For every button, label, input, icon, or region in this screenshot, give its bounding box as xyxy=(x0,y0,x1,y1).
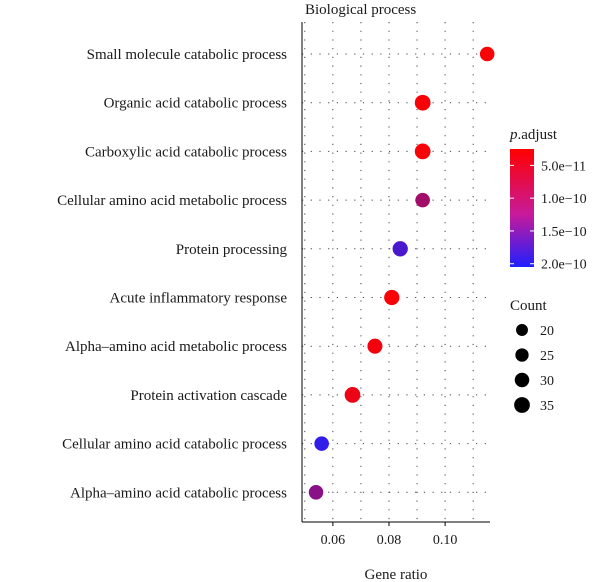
color-legend-label: 5.0e−11 xyxy=(541,159,586,174)
category-label: Alpha–amino acid catabolic process xyxy=(70,485,287,501)
size-legend: Count 20 25 30 35 xyxy=(510,298,554,414)
color-legend-bar xyxy=(510,149,534,267)
size-legend-label: 35 xyxy=(540,399,554,414)
data-point xyxy=(308,485,324,500)
data-point xyxy=(384,289,400,306)
x-axis-title: Gene ratio xyxy=(365,567,428,582)
category-label: Protein processing xyxy=(176,242,288,258)
size-legend-title: Count xyxy=(510,298,548,314)
color-legend-title: p.adjust xyxy=(509,127,558,143)
data-point xyxy=(344,387,361,403)
data-point xyxy=(414,143,431,160)
category-label: Carboxylic acid catabolic process xyxy=(85,144,287,160)
color-legend-label: 2.0e−10 xyxy=(541,258,587,273)
size-legend-dot xyxy=(515,348,529,362)
category-label: Alpha–amino acid metabolic process xyxy=(65,339,287,355)
data-point xyxy=(414,94,431,111)
plot-frame xyxy=(301,22,490,523)
data-point xyxy=(479,46,495,62)
color-legend: p.adjust 5.0e−11 1.0e−10 1.5e−10 2.0e−10 xyxy=(509,127,587,273)
color-legend-label: 1.5e−10 xyxy=(541,225,587,240)
category-labels: Small molecule catabolic process Organic … xyxy=(57,47,287,501)
size-legend-dot xyxy=(514,372,530,388)
size-legend-dot xyxy=(514,397,530,413)
category-label: Cellular amino acid metabolic process xyxy=(57,193,287,209)
x-tick-label: 0.06 xyxy=(321,533,346,548)
x-tick-label: 0.08 xyxy=(377,533,402,548)
facet-title: Biological process xyxy=(305,2,416,18)
color-legend-label: 1.0e−10 xyxy=(541,192,587,207)
category-label: Acute inflammatory response xyxy=(110,291,288,307)
data-point xyxy=(314,436,329,451)
data-point xyxy=(415,192,430,208)
data-point xyxy=(392,241,408,257)
size-legend-dot xyxy=(516,324,528,336)
category-label: Organic acid catabolic process xyxy=(104,96,288,112)
size-legend-label: 20 xyxy=(540,324,554,339)
data-point xyxy=(367,338,383,354)
category-label: Protein activation cascade xyxy=(130,388,287,404)
size-legend-label: 30 xyxy=(540,374,554,389)
x-axis-ticks: 0.06 0.08 0.10 xyxy=(321,522,458,548)
size-legend-label: 25 xyxy=(540,349,554,364)
category-label: Small molecule catabolic process xyxy=(87,47,288,63)
category-label: Cellular amino acid catabolic process xyxy=(62,437,287,453)
grid-layer xyxy=(302,22,490,522)
data-points xyxy=(308,46,495,500)
x-tick-label: 0.10 xyxy=(433,533,458,548)
